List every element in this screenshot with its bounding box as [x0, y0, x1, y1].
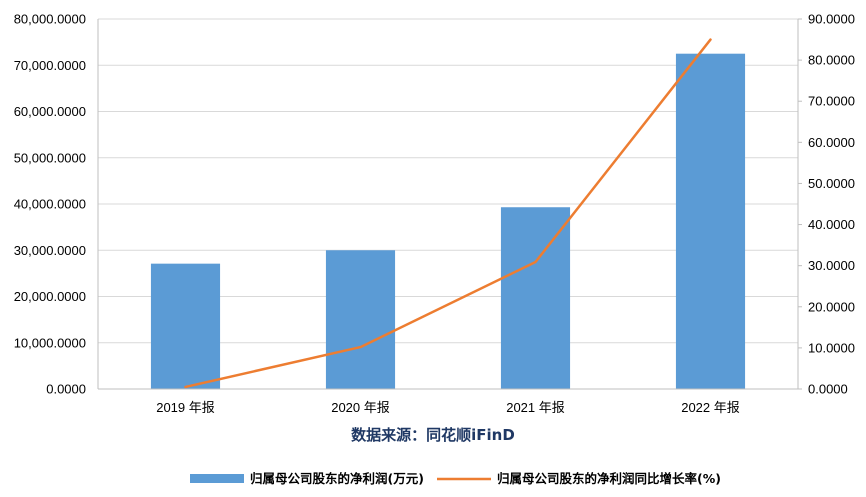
left-tick-label: 40,000.0000	[14, 197, 86, 212]
legend-line-label: 归属母公司股东的净利润同比增长率(%)	[497, 471, 721, 486]
right-tick-label: 70.0000	[808, 94, 855, 109]
left-tick-label: 10,000.0000	[14, 335, 86, 350]
legend-bar-swatch	[190, 474, 244, 483]
legend: 归属母公司股东的净利润(万元) 归属母公司股东的净利润同比增长率(%)	[190, 471, 721, 486]
category-label: 2019 年报	[156, 400, 215, 415]
left-tick-label: 60,000.0000	[14, 104, 86, 119]
left-tick-label: 80,000.0000	[14, 12, 86, 27]
axes	[97, 18, 802, 390]
right-tick-label: 40.0000	[808, 217, 855, 232]
left-tick-label: 50,000.0000	[14, 150, 86, 165]
right-tick-label: 60.0000	[808, 135, 855, 150]
right-tick-label: 50.0000	[808, 176, 855, 191]
left-tick-label: 0.0000	[46, 382, 86, 397]
bar-3	[500, 207, 571, 389]
right-tick-label: 80.0000	[808, 53, 855, 68]
category-label: 2020 年报	[331, 400, 390, 415]
right-tick-label: 10.0000	[808, 340, 855, 355]
source-note: 数据来源：同花顺iFinD	[351, 426, 515, 444]
right-tick-label: 90.0000	[808, 12, 855, 27]
category-label: 2022 年报	[681, 400, 740, 415]
bar-2	[325, 250, 396, 389]
bar-4	[675, 53, 746, 389]
bar-1	[150, 263, 221, 389]
bar-series	[150, 53, 746, 389]
line-series	[184, 38, 712, 389]
growth-rate-line	[184, 38, 712, 389]
category-label: 2021 年报	[506, 400, 565, 415]
tick-labels: 0.0000 10,000.0000 20,000.0000 30,000.0000 4…	[14, 12, 855, 416]
right-tick-label: 20.0000	[808, 299, 855, 314]
left-tick-label: 20,000.0000	[14, 289, 86, 304]
left-tick-label: 30,000.0000	[14, 243, 86, 258]
legend-bar-label: 归属母公司股东的净利润(万元)	[250, 471, 424, 486]
left-tick-label: 70,000.0000	[14, 58, 86, 73]
right-tick-label: 0.0000	[808, 382, 848, 397]
right-tick-label: 30.0000	[808, 258, 855, 273]
